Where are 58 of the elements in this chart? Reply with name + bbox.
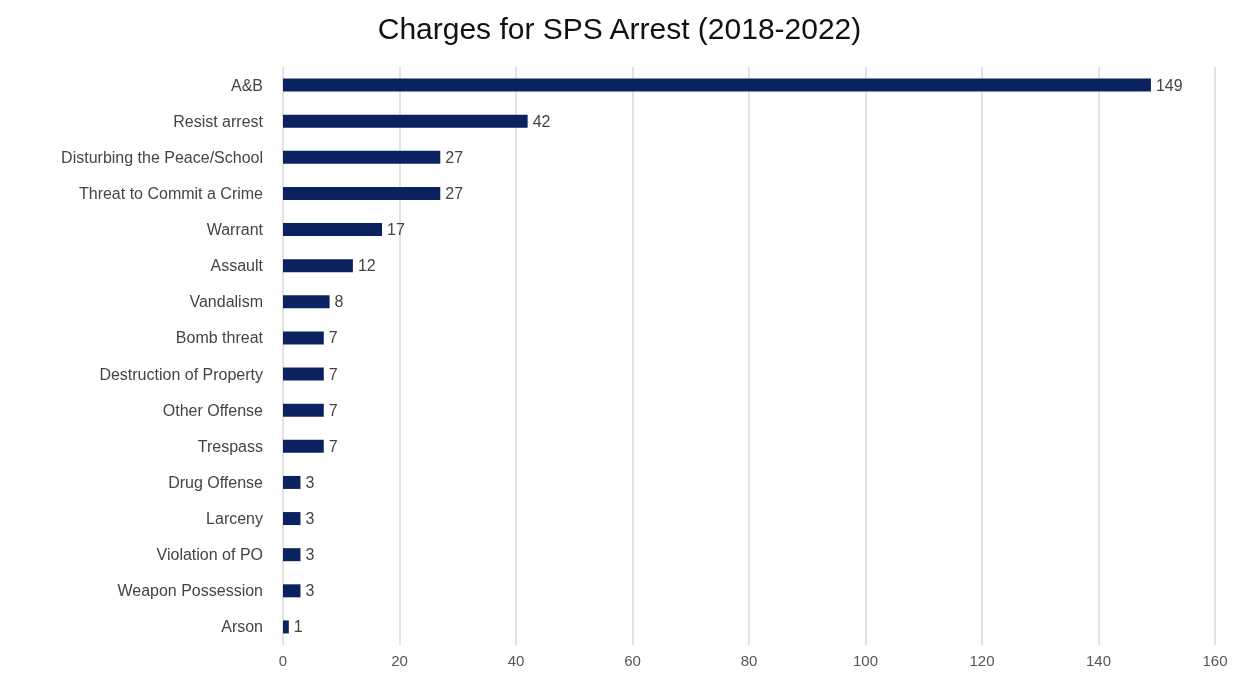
x-tick-label: 20: [391, 652, 408, 669]
data-label: 7: [328, 365, 338, 383]
bar: [283, 584, 301, 598]
y-tick-label: Larceny: [206, 510, 263, 528]
x-tick-label: 120: [969, 652, 995, 669]
y-tick-label: Warrant: [206, 221, 264, 239]
y-tick-label: Destruction of Property: [99, 365, 263, 383]
y-tick-label: Resist arrest: [173, 112, 264, 130]
data-label: 149: [1155, 76, 1183, 94]
x-tick-label: 80: [740, 652, 758, 669]
x-tick-label: 140: [1085, 652, 1112, 669]
y-tick-label: Vandalism: [189, 293, 263, 311]
data-label: 3: [305, 582, 315, 600]
x-tick-label: 0: [278, 652, 288, 669]
y-tick-label: Disturbing the Peace/School: [61, 148, 263, 166]
data-label: 12: [357, 257, 376, 275]
bar: [283, 367, 324, 381]
bar: [283, 512, 301, 526]
data-label: 27: [445, 184, 464, 202]
bar: [283, 295, 330, 309]
y-tick-label: Trespass: [197, 437, 263, 455]
x-tick-label: 160: [1202, 652, 1228, 669]
bar: [283, 439, 324, 453]
bar: [283, 259, 353, 273]
bar: [283, 186, 441, 200]
data-label: 7: [328, 437, 338, 455]
bar: [283, 331, 324, 345]
bar: [283, 114, 528, 128]
y-tick-label: Arson: [221, 618, 263, 636]
y-tick-label: Other Offense: [162, 401, 264, 419]
x-tick-label: 100: [852, 652, 879, 669]
bar: [283, 223, 383, 237]
data-label: 7: [328, 401, 338, 419]
chart-title: Charges for SPS Arrest (2018-2022): [377, 11, 862, 45]
y-tick-label: Threat to Commit a Crime: [78, 184, 264, 202]
x-tick-label: 40: [507, 652, 525, 669]
bar: [283, 620, 289, 634]
data-label: 3: [305, 473, 315, 491]
y-tick-label: Bomb threat: [175, 329, 264, 347]
data-label: 1: [293, 618, 303, 636]
data-label: 17: [387, 221, 405, 239]
bar: [283, 548, 301, 562]
bar: [283, 150, 441, 164]
y-tick-label: Drug Offense: [168, 473, 264, 491]
data-label: 27: [445, 148, 464, 166]
y-tick-label: Assault: [210, 257, 264, 275]
y-tick-label: Weapon Possession: [117, 582, 263, 600]
data-label: 3: [305, 546, 315, 564]
data-label: 3: [305, 510, 315, 528]
x-tick-label: 60: [624, 652, 641, 669]
bar: [283, 475, 301, 489]
data-label: 42: [532, 112, 551, 130]
y-tick-label: A&B: [230, 76, 263, 94]
data-label: 7: [328, 329, 338, 347]
y-tick-label: Violation of PO: [156, 546, 263, 564]
data-label: 8: [334, 293, 344, 311]
bar: [283, 403, 324, 417]
bar: [283, 78, 1151, 92]
